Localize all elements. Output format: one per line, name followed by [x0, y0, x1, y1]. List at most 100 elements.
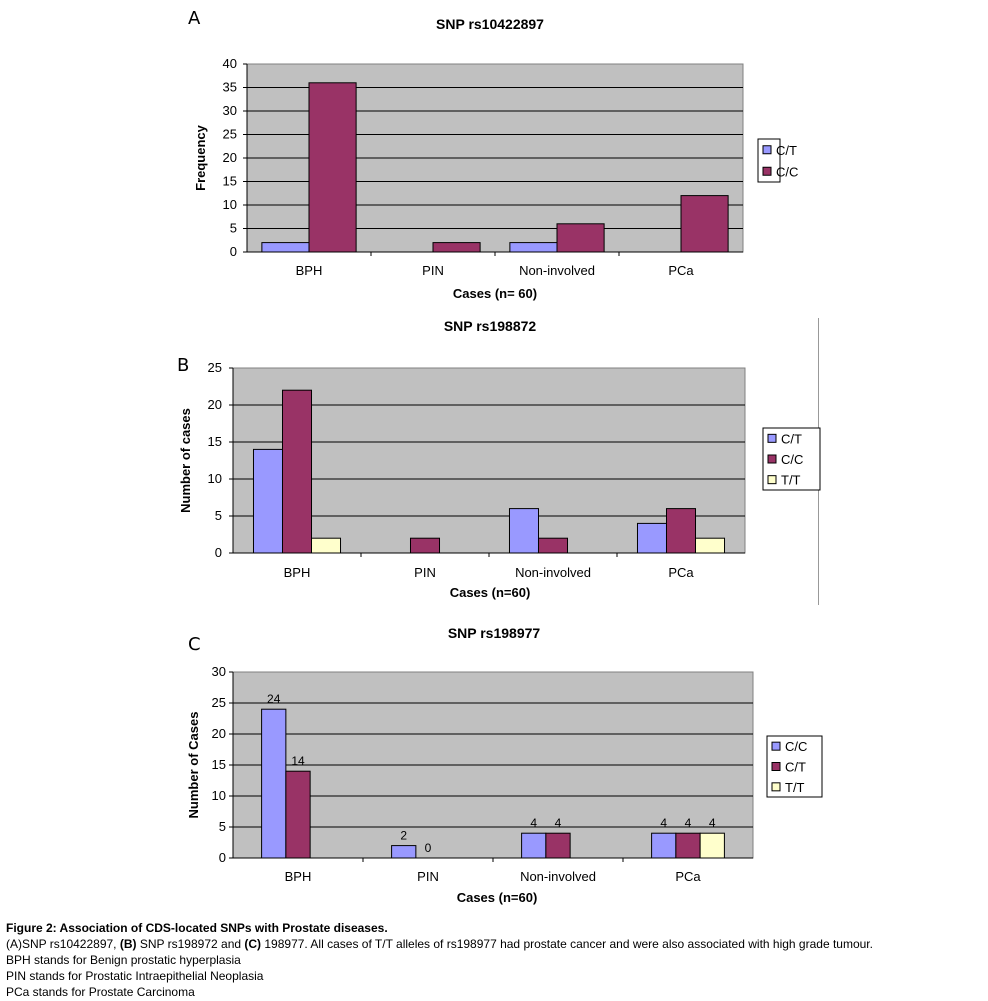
data-label-c: 4 [685, 816, 692, 830]
y-tick-label-c: 10 [212, 788, 226, 803]
legend-swatch-b [767, 475, 777, 485]
x-axis-label-c: Cases (n=60) [457, 890, 538, 905]
y-axis-label-b: Number of cases [178, 408, 193, 513]
data-label-c: 4 [709, 816, 716, 830]
bar-c-cc [261, 708, 287, 859]
x-axis-label-a: Cases (n= 60) [453, 286, 537, 301]
bar-c-ct [675, 832, 701, 859]
bar-b-tt [311, 537, 342, 554]
caption-part-d: (C) [244, 937, 262, 951]
legend-swatch-b [767, 454, 777, 464]
y-tick-label-b: 20 [208, 397, 222, 412]
y-tick-label-b: 10 [208, 471, 222, 486]
chart-title-c: SNP rs198977 [447, 625, 541, 641]
bar-b-cc [281, 389, 313, 554]
bar-b-ct [252, 448, 283, 554]
caption-line-1: (A)SNP rs10422897, (B) SNP rs198972 and … [6, 936, 982, 952]
x-tick-label-a: Non-involved [519, 263, 595, 278]
bar-a-ct [261, 242, 310, 253]
bar-a-cc [680, 195, 729, 253]
legend-label-b: T/T [781, 473, 801, 488]
legend-swatch-c [771, 782, 781, 792]
x-tick-label-b: PCa [668, 565, 694, 580]
legend-swatch-a [762, 166, 772, 176]
bar-b-cc [537, 537, 569, 554]
y-tick-label-c: 30 [212, 664, 226, 679]
x-tick-label-c: PCa [675, 869, 701, 884]
legend-swatch-c [771, 762, 781, 771]
y-tick-label-b: 15 [208, 434, 222, 449]
x-tick-label-b: PIN [414, 565, 436, 580]
legend-label-c: C/T [785, 760, 806, 775]
caption-part-a: (A)SNP rs10422897, [6, 937, 120, 951]
y-tick-label-a: 5 [230, 221, 237, 236]
legend-label-a: C/C [776, 164, 798, 179]
bar-a-cc [308, 82, 357, 253]
legend-label-c: T/T [785, 780, 805, 795]
data-label-c: 14 [291, 754, 305, 768]
x-tick-label-b: BPH [284, 565, 311, 580]
legend-label-b: C/T [781, 431, 802, 446]
data-label-c: 24 [267, 692, 281, 706]
bar-a-cc [556, 223, 605, 253]
panel-letter-c: C [188, 634, 201, 655]
legend-label-c: C/C [785, 739, 807, 754]
bar-b-cc [665, 508, 697, 554]
panel-letter-a: A [188, 8, 201, 29]
data-label-c: 4 [660, 816, 667, 830]
y-tick-label-a: 40 [223, 56, 237, 71]
x-axis-label-b: Cases (n=60) [450, 585, 531, 600]
legend-label-a: C/T [776, 143, 797, 158]
bar-c-cc [651, 832, 677, 859]
legend-swatch-c [771, 741, 781, 751]
y-tick-label-c: 20 [212, 726, 226, 741]
bar-a-ct [509, 242, 558, 253]
y-tick-label-a: 15 [223, 174, 237, 189]
x-tick-label-a: PCa [668, 263, 694, 278]
chart-title-b: SNP rs198872 [443, 318, 537, 334]
data-label-c: 4 [555, 816, 562, 830]
caption-part-e: 198977. All cases of T/T alleles of rs19… [261, 937, 873, 951]
chart-title-a: SNP rs10422897 [436, 16, 544, 32]
caption-line-3: PIN stands for Prostatic Intraepithelial… [6, 969, 264, 983]
y-tick-label-b: 0 [215, 545, 222, 560]
y-tick-label-c: 5 [219, 819, 226, 834]
figure-caption: Figure 2: Association of CDS-located SNP… [6, 920, 982, 1000]
caption-line-2: BPH stands for Benign prostatic hyperpla… [6, 953, 241, 967]
bar-b-ct [508, 508, 539, 554]
legend-swatch-a [762, 145, 772, 155]
y-tick-label-c: 15 [212, 757, 226, 772]
y-tick-label-a: 0 [230, 244, 237, 259]
caption-part-b: (B) [119, 937, 137, 951]
y-tick-label-a: 20 [223, 150, 237, 165]
y-tick-label-b: 5 [215, 508, 222, 523]
x-tick-label-c: PIN [417, 869, 439, 884]
bar-c-cc [391, 845, 417, 859]
y-tick-label-b: 25 [208, 360, 222, 375]
y-axis-label-a: Frequency [193, 124, 208, 191]
x-tick-label-c: BPH [285, 869, 312, 884]
y-tick-label-a: 30 [223, 103, 237, 118]
bar-c-cc [521, 832, 547, 859]
data-label-c: 4 [530, 816, 537, 830]
caption-part-c: SNP rs198972 and [136, 937, 245, 951]
caption-title: Figure 2: Association of CDS-located SNP… [6, 921, 388, 935]
x-tick-label-c: Non-involved [520, 869, 596, 884]
bar-a-cc [432, 242, 481, 253]
bar-b-ct [636, 522, 667, 554]
legend-label-b: C/C [781, 452, 803, 467]
data-label-c: 0 [425, 841, 432, 855]
x-tick-label-a: BPH [296, 263, 323, 278]
panel-letter-b: B [177, 355, 190, 376]
bar-b-cc [409, 537, 441, 554]
y-tick-label-c: 0 [219, 850, 226, 865]
data-label-c: 2 [400, 829, 407, 843]
legend-swatch-b [767, 433, 777, 443]
bar-b-tt [695, 537, 726, 554]
y-tick-label-c: 25 [212, 695, 226, 710]
x-tick-label-b: Non-involved [515, 565, 591, 580]
bar-c-ct [285, 770, 311, 859]
x-tick-label-a: PIN [422, 263, 444, 278]
bar-c-ct [545, 832, 571, 859]
